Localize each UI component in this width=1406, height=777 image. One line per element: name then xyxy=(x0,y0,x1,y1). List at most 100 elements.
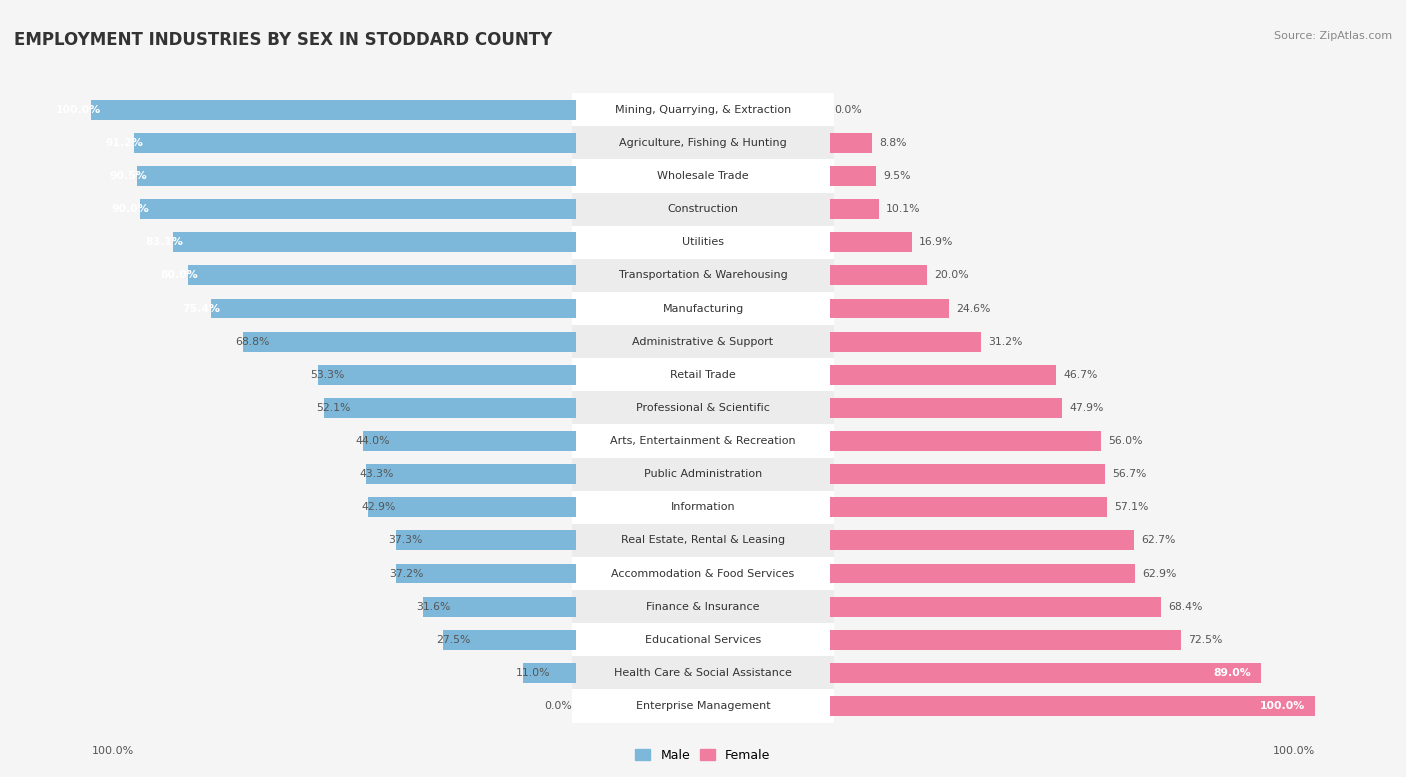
Bar xyxy=(576,193,830,226)
Text: 44.0%: 44.0% xyxy=(356,436,391,446)
Bar xyxy=(830,358,834,392)
Bar xyxy=(211,298,576,319)
Bar xyxy=(572,93,576,127)
Text: 31.6%: 31.6% xyxy=(416,601,450,611)
Text: Finance & Insurance: Finance & Insurance xyxy=(647,601,759,611)
Bar xyxy=(830,398,1062,418)
Text: 100.0%: 100.0% xyxy=(1272,746,1315,756)
Bar xyxy=(318,365,576,385)
Bar xyxy=(576,689,830,723)
Text: 68.4%: 68.4% xyxy=(1168,601,1204,611)
Bar xyxy=(830,464,1105,484)
Bar xyxy=(830,689,834,723)
Bar xyxy=(830,531,1133,550)
Bar xyxy=(572,193,576,226)
Bar xyxy=(367,464,576,484)
Text: 68.8%: 68.8% xyxy=(235,336,270,347)
Text: 0.0%: 0.0% xyxy=(544,701,572,711)
Bar xyxy=(830,93,834,127)
Bar xyxy=(572,358,576,392)
Bar xyxy=(830,590,834,623)
Bar xyxy=(572,292,576,325)
Bar xyxy=(830,491,834,524)
Bar xyxy=(134,133,576,153)
Text: Source: ZipAtlas.com: Source: ZipAtlas.com xyxy=(1274,31,1392,41)
Bar xyxy=(830,657,834,689)
Text: 100.0%: 100.0% xyxy=(56,105,101,115)
Bar xyxy=(576,159,830,193)
Text: Transportation & Warehousing: Transportation & Warehousing xyxy=(619,270,787,280)
Bar xyxy=(830,292,834,325)
Text: 75.4%: 75.4% xyxy=(183,304,221,314)
Bar xyxy=(188,266,576,285)
Bar xyxy=(91,100,576,120)
Text: 11.0%: 11.0% xyxy=(516,668,550,678)
Bar xyxy=(523,663,576,683)
Text: 42.9%: 42.9% xyxy=(361,502,395,512)
Bar xyxy=(576,292,830,325)
Text: 31.2%: 31.2% xyxy=(988,336,1022,347)
Text: 56.7%: 56.7% xyxy=(1112,469,1146,479)
Bar xyxy=(572,590,576,623)
Bar xyxy=(830,298,949,319)
Bar xyxy=(572,325,576,358)
Text: 8.8%: 8.8% xyxy=(880,138,907,148)
Bar xyxy=(830,266,927,285)
Bar xyxy=(830,259,834,292)
Text: 27.5%: 27.5% xyxy=(436,635,470,645)
Bar xyxy=(830,458,834,491)
Bar xyxy=(572,424,576,458)
Bar xyxy=(572,392,576,424)
Text: 56.0%: 56.0% xyxy=(1108,436,1143,446)
Text: 20.0%: 20.0% xyxy=(934,270,969,280)
Bar xyxy=(572,491,576,524)
Bar xyxy=(395,531,576,550)
Bar xyxy=(576,259,830,292)
Bar xyxy=(830,424,834,458)
Text: 100.0%: 100.0% xyxy=(1260,701,1305,711)
Text: 90.0%: 90.0% xyxy=(112,204,149,214)
Text: 46.7%: 46.7% xyxy=(1063,370,1098,380)
Bar xyxy=(576,127,830,159)
Text: 80.0%: 80.0% xyxy=(160,270,198,280)
Bar xyxy=(576,458,830,491)
Bar xyxy=(396,563,576,584)
Bar xyxy=(572,689,576,723)
Text: 100.0%: 100.0% xyxy=(91,746,134,756)
Bar xyxy=(368,497,576,517)
Text: 0.0%: 0.0% xyxy=(834,105,862,115)
Legend: Male, Female: Male, Female xyxy=(630,744,776,767)
Bar xyxy=(576,93,830,127)
Bar xyxy=(323,398,576,418)
Text: 43.3%: 43.3% xyxy=(359,469,394,479)
Bar xyxy=(830,226,834,259)
Bar xyxy=(830,166,876,186)
Bar xyxy=(830,524,834,557)
Text: Wholesale Trade: Wholesale Trade xyxy=(657,171,749,181)
Bar xyxy=(576,657,830,689)
Text: Manufacturing: Manufacturing xyxy=(662,304,744,314)
Bar xyxy=(830,557,834,590)
Bar xyxy=(576,325,830,358)
Bar xyxy=(572,127,576,159)
Bar xyxy=(363,431,576,451)
Bar xyxy=(572,159,576,193)
Bar xyxy=(576,590,830,623)
Text: 10.1%: 10.1% xyxy=(886,204,921,214)
Bar xyxy=(830,193,834,226)
Bar xyxy=(830,630,1181,650)
Text: 16.9%: 16.9% xyxy=(918,237,953,247)
Bar xyxy=(830,365,1056,385)
Text: Mining, Quarrying, & Extraction: Mining, Quarrying, & Extraction xyxy=(614,105,792,115)
Text: 53.3%: 53.3% xyxy=(311,370,344,380)
Bar xyxy=(141,199,576,219)
Bar xyxy=(572,524,576,557)
Bar xyxy=(576,491,830,524)
Text: Real Estate, Rental & Leasing: Real Estate, Rental & Leasing xyxy=(621,535,785,545)
Bar xyxy=(830,563,1135,584)
Bar xyxy=(572,458,576,491)
Bar xyxy=(443,630,576,650)
Bar xyxy=(830,392,834,424)
Bar xyxy=(576,623,830,657)
Text: 57.1%: 57.1% xyxy=(1114,502,1149,512)
